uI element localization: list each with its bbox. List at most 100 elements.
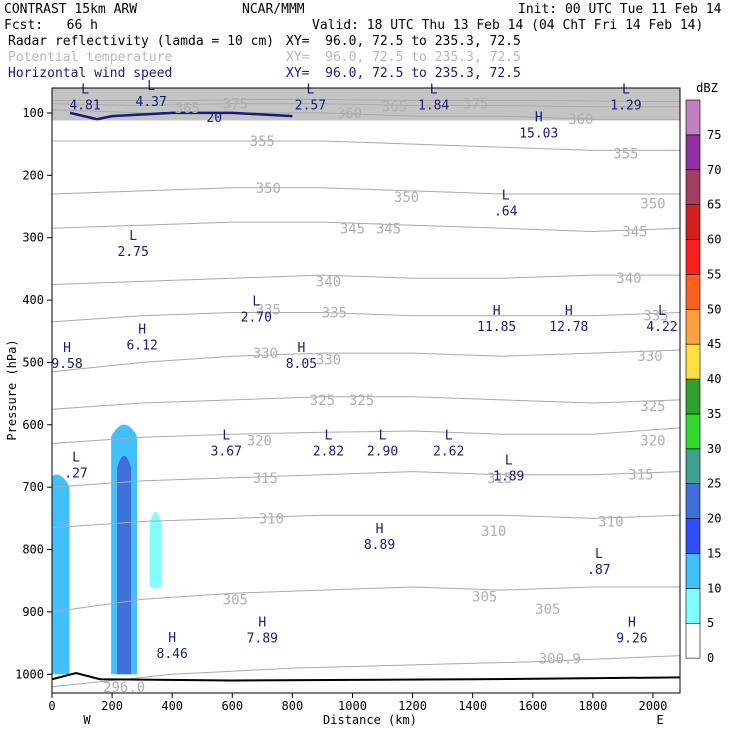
wind-value-11: 12.78 [549,320,588,335]
wind-extremum-type-10: H [493,304,501,319]
theta-contour-355 [52,140,680,151]
colorbar-swatch-45 [685,308,701,345]
field-1-xy: XY= 96.0, 72.5 to 235.3, 72.5 [286,34,521,49]
x-axis-west: W [83,713,91,727]
colorbar-level-5: 5 [707,616,714,630]
wind-extremum-type-8: L [129,229,137,244]
y-tick-label-800: 800 [22,543,44,557]
colorbar-swatch-40 [685,343,701,380]
theta-label-28: 350 [394,190,419,206]
wind-extremum-type-14: H [63,341,71,356]
colorbar-level-35: 35 [707,407,721,421]
y-tick-label-400: 400 [22,293,44,307]
wind-value-9: 2.70 [241,310,272,325]
wind-value-6: 1.29 [610,98,641,113]
wind-value-18: 2.90 [367,445,398,460]
x-tick-label-1600: 1600 [518,699,547,713]
colorbar-swatch-20 [685,483,701,519]
x-tick-label-200: 200 [101,699,123,713]
wind-value-20: .27 [64,466,87,481]
theta-label-26: 345 [622,224,647,240]
theta-contour-340 [52,274,680,285]
wind-extremum-type-3: L [306,82,314,97]
field-2-name: Potential temperature [8,50,173,65]
theta-label-20: 335 [322,306,347,322]
theta-label-6: 310 [481,524,506,540]
theta-label-19: 335 [256,302,281,318]
theta-label-16: 330 [253,346,278,362]
colorbar-level-65: 65 [707,198,721,212]
reflectivity-cell-0 [52,474,70,675]
wind-value-5: 15.03 [519,126,558,141]
terrain-surface [51,672,681,682]
wind-value-13: 6.12 [126,338,157,353]
dbz-colorbar: 0 5 10 15 20 25 30 35 40 45 50 55 60 65 70 75 [685,99,721,665]
wind-extremum-type-5: H [535,110,543,125]
colorbar-level-75: 75 [707,128,721,142]
colorbar-level-50: 50 [707,302,721,316]
forecast-hour: Fcst: 66 h [4,18,98,33]
colorbar-level-20: 20 [707,512,721,526]
theta-label-29: 350 [640,196,665,212]
theta-contour-365 [52,103,680,108]
x-axis-label: Distance (km) [323,713,417,727]
theta-contour-325 [52,396,680,410]
theta-label-31: 355 [613,146,638,162]
colorbar-swatch-55 [685,239,701,275]
y-tick-label-500: 500 [22,355,44,369]
wind-extremum-type-15: H [297,341,305,356]
theta-label-23: 340 [616,271,641,287]
wind-value-2: 20 [206,111,222,126]
theta-contour-315 [52,471,680,488]
colorbar-swatch-65 [685,169,701,205]
wind-extremum-type-12: L [658,304,666,319]
wind-labels: L4.81L4.3720L2.57L1.84H15.03L1.29L.64L2.… [51,79,677,662]
colorbar-level-45: 45 [707,337,721,351]
wind-value-14: 9.58 [51,357,82,372]
colorbar-title: dBZ [696,81,718,95]
theta-contour-345 [52,221,680,233]
wind-value-12: 4.22 [646,320,677,335]
theta-contour-305 [52,586,680,613]
y-axis-label: Pressure (hPa) [5,339,19,440]
wind-extremum-type-6: L [622,82,630,97]
colorbar-swatch-0 [685,622,701,659]
org-name: NCAR/MMM [242,2,305,17]
x-tick-label-800: 800 [282,699,304,713]
colorbar-level-70: 70 [707,163,721,177]
colorbar-level-15: 15 [707,546,721,560]
x-tick-label-1000: 1000 [338,699,367,713]
theta-contour-375 [52,98,680,103]
theta-label-25: 345 [376,221,401,237]
theta-label-18: 330 [637,349,662,365]
wind-extremum-type-7: L [502,188,510,203]
wind-value-17: 2.82 [313,445,344,460]
field-1-name: Radar reflectivity (lamda = 10 cm) [8,34,275,49]
theta-label-33: 360 [568,112,593,128]
y-tick-label-700: 700 [22,480,44,494]
theta-label-37: 375 [463,97,488,113]
theta-label-21: 335 [643,309,668,325]
theta-label-0: 300.9 [539,652,581,668]
x-tick-label-1400: 1400 [458,699,487,713]
wind-value-10: 11.85 [477,320,516,335]
theta-label-36: 375 [223,97,248,113]
colorbar-swatch-75 [685,99,701,136]
wind-extremum-type-17: L [325,429,333,444]
theta-label-17: 330 [316,352,341,368]
wind-extremum-type-1: L [147,79,155,94]
wind-value-3: 2.57 [295,98,326,113]
y-tick-label-600: 600 [22,418,44,432]
init-time: Init: 00 UTC Tue 11 Feb 14 [518,2,722,17]
wind-value-8: 2.75 [117,245,148,260]
wind-extremum-type-4: L [430,82,438,97]
field-3-name: Horizontal wind speed [8,66,173,81]
x-tick-label-1800: 1800 [578,699,607,713]
jet-contour [69,111,293,121]
colorbar-level-25: 25 [707,477,721,491]
theta-label-22: 340 [316,274,341,290]
theta-label-3: 305 [472,589,497,605]
x-tick-label-400: 400 [161,699,183,713]
wind-extremum-type-24: H [628,616,636,631]
